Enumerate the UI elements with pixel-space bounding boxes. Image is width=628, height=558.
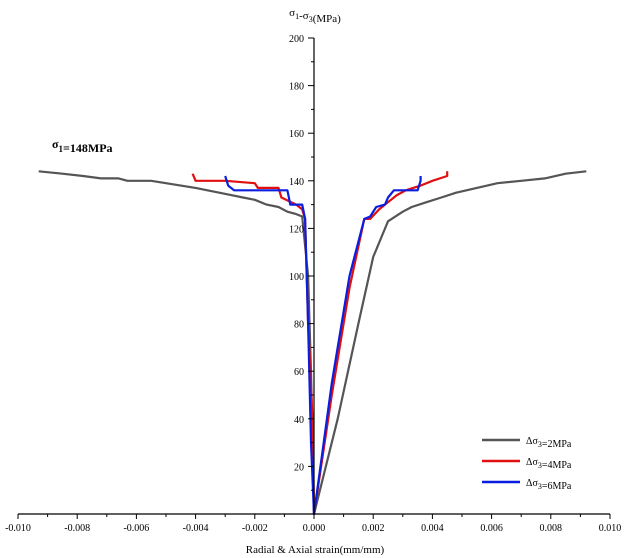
series-layer bbox=[38, 170, 587, 516]
x-tick-label: 0.000 bbox=[303, 523, 326, 534]
x-tick-label: 0.008 bbox=[540, 523, 563, 534]
y-axis-title: σ1-σ3(MPa) bbox=[289, 7, 341, 25]
x-tick-label: 0.002 bbox=[362, 523, 385, 534]
legend-label-3: Δσ3=6MPa bbox=[526, 478, 572, 492]
y-tick-label: 160 bbox=[289, 129, 304, 140]
x-tick-label: 0.006 bbox=[480, 523, 503, 534]
y-tick-label: 80 bbox=[294, 320, 304, 331]
y-tick-label: 120 bbox=[289, 224, 304, 235]
legend-label-1: Δσ3=2MPa bbox=[526, 436, 572, 450]
series-line-3 bbox=[224, 175, 422, 516]
axes-layer: -0.010 -0.008 -0.006 -0.004 -0.002 0.000 0.002… bbox=[5, 34, 621, 534]
x-tick-label: 0.010 bbox=[599, 523, 622, 534]
y-tick-label: 20 bbox=[294, 462, 304, 473]
legend: Δσ3=2MPa Δσ3=4MPa Δσ3=6MPa bbox=[482, 436, 572, 492]
legend-label-2: Δσ3=4MPa bbox=[526, 457, 572, 471]
x-tick-label: -0.006 bbox=[123, 523, 149, 534]
y-tick-label: 200 bbox=[289, 34, 304, 45]
series-line-1 bbox=[38, 170, 587, 516]
y-tick-label: 40 bbox=[294, 415, 304, 426]
y-tick-label: 100 bbox=[289, 272, 304, 283]
x-tick-label: -0.008 bbox=[64, 523, 90, 534]
x-tick-label: -0.010 bbox=[5, 523, 31, 534]
y-tick-label: 180 bbox=[289, 82, 304, 93]
x-axis-title: Radial & Axial strain(mm/mm) bbox=[246, 544, 385, 556]
x-tick-label: -0.002 bbox=[242, 523, 268, 534]
sigma1-annotation: σ1=148MPa bbox=[52, 137, 113, 155]
y-tick-label: 60 bbox=[294, 367, 304, 378]
y-tick-label: 140 bbox=[289, 177, 304, 188]
x-tick-label: 0.004 bbox=[421, 523, 444, 534]
x-tick-label: -0.004 bbox=[183, 523, 209, 534]
